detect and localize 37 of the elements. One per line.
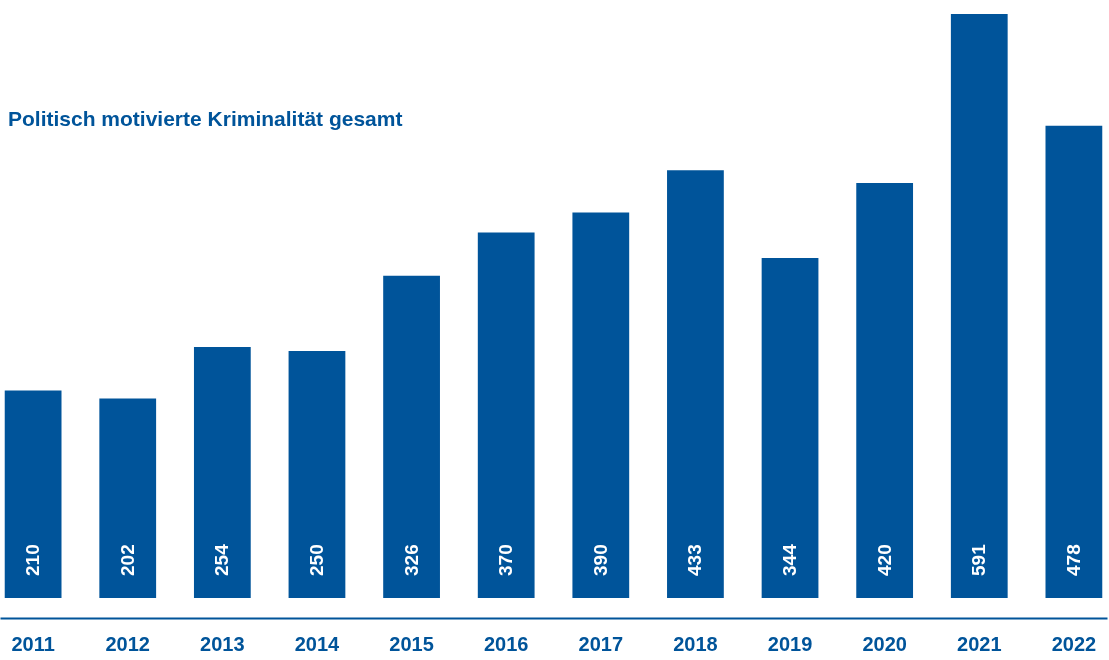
x-tick-label: 2017 [578,632,624,655]
bar [288,350,346,598]
data-label: 390 [589,544,611,576]
bar [383,275,440,598]
data-label: 591 [968,543,990,576]
bar [950,14,1008,598]
data-label: 326 [400,544,422,576]
x-tick-label: 2021 [957,632,1002,655]
data-label: 250 [305,544,327,576]
x-tick-label: 2022 [1051,632,1097,655]
bar [761,258,819,598]
data-label: 344 [779,543,801,576]
bar [99,398,157,598]
data-label: 254 [211,543,233,576]
x-tick-label: 2013 [200,632,245,655]
x-tick-label: 2016 [483,632,529,655]
bar [1045,125,1103,598]
x-tick-label: 2018 [673,632,718,655]
text: Politisch motivierte Kriminalität gesamt [8,107,403,130]
x-tick-label: 2014 [294,632,341,655]
data-label: 202 [116,544,138,576]
x-tick-label: 2012 [105,632,150,655]
data-label: 370 [495,544,517,576]
x-tick-label: 2020 [862,632,907,655]
x-tick-label: 2015 [389,632,434,655]
bar [477,232,535,598]
data-label: 420 [873,544,895,576]
data-label: 478 [1062,544,1084,576]
bar [572,212,630,598]
bar [667,170,724,598]
bar [856,182,914,598]
bar [193,347,251,598]
x-tick-label: 2019 [767,632,813,655]
bar [4,390,62,598]
x-tick-label: 2011 [11,632,55,655]
data-label: 433 [684,544,706,576]
data-label: 210 [22,544,44,576]
